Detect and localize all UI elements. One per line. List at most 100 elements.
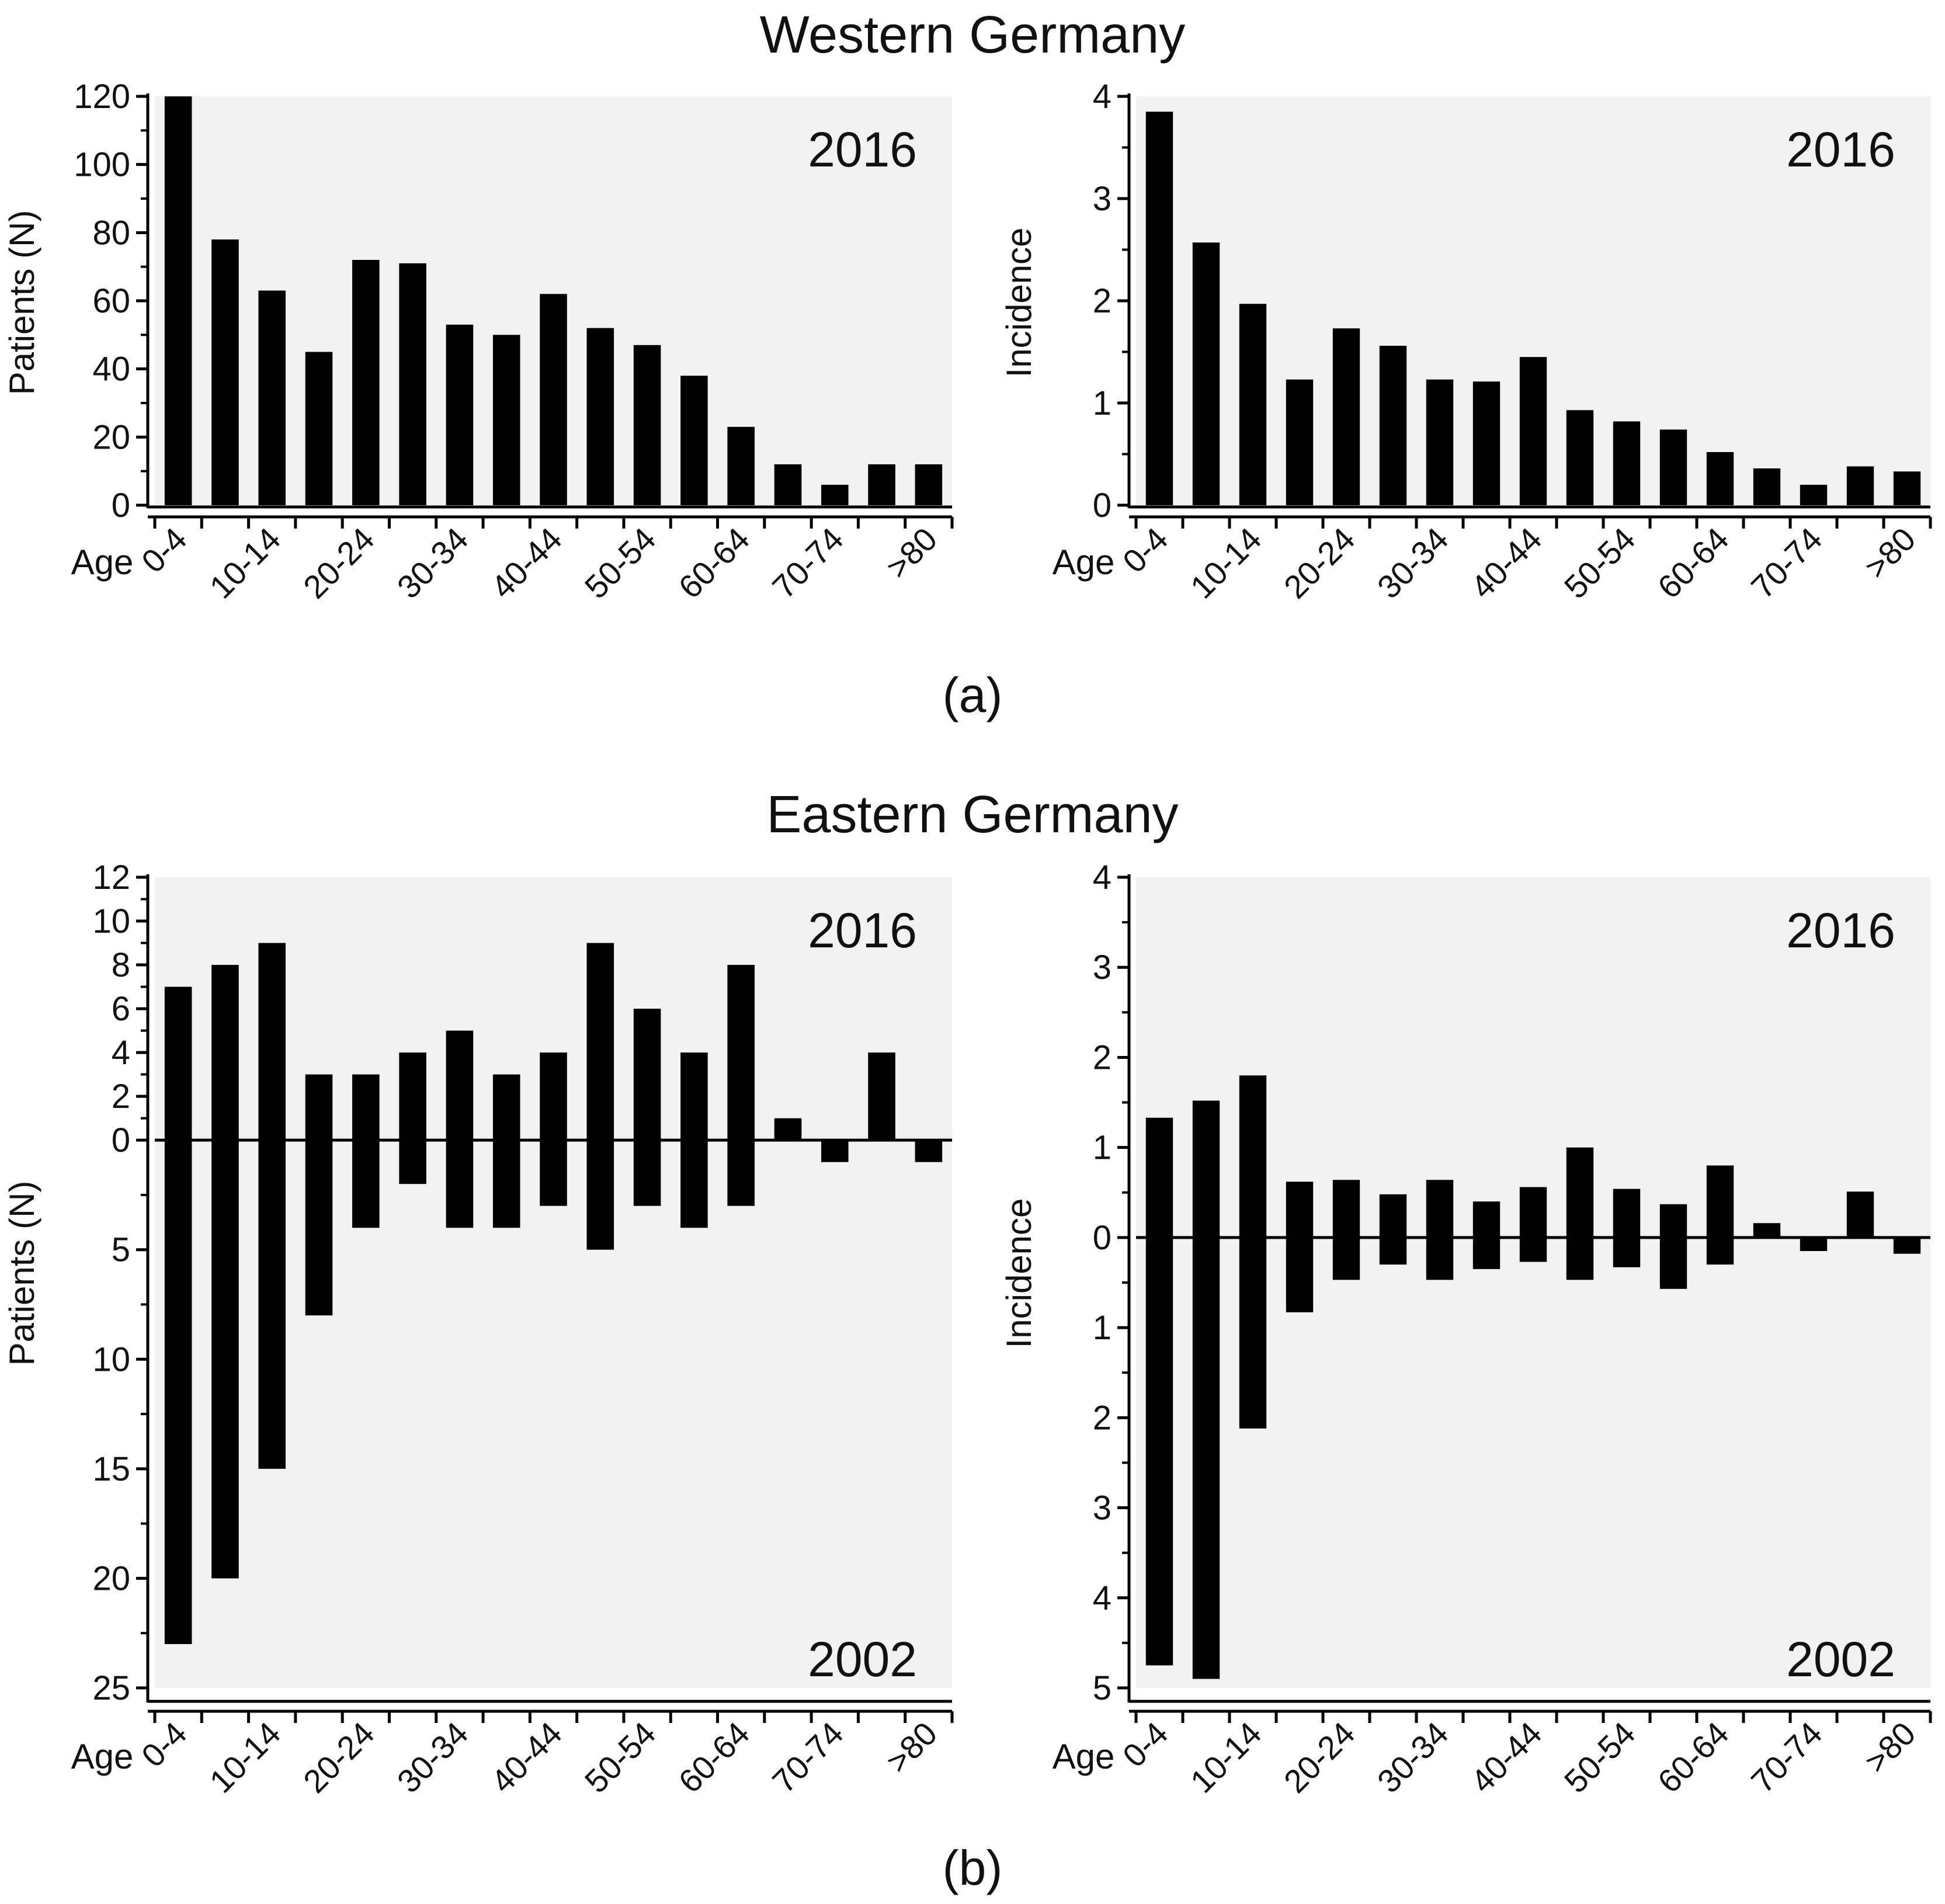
x-axis-label: Age: [71, 543, 134, 582]
bar-2002-25-29: [399, 1140, 426, 1184]
bar-2016-75-79: [1846, 466, 1874, 505]
bar-2016-5-9: [211, 239, 239, 505]
x-tick-label: 50-54: [1557, 1715, 1642, 1800]
bar-2016-55-59: [1659, 1204, 1687, 1238]
bar-2016-60-64: [1706, 452, 1734, 505]
year-label-bottom: 2002: [1786, 1632, 1895, 1687]
x-tick-label: 70-74: [765, 520, 850, 606]
bar-2002-40-44: [1519, 1237, 1547, 1262]
bar-2002-50-54: [1613, 1237, 1641, 1267]
y-tick-label: 3: [1093, 180, 1112, 218]
bar-2016-10-14: [258, 943, 286, 1141]
x-tick-label: 40-44: [1464, 1715, 1549, 1800]
bar-2016-60-64: [727, 965, 755, 1141]
y-tick-label: 120: [74, 78, 130, 116]
year-label-top: 2016: [808, 122, 917, 177]
chart-west-incidence: 0 1 2 3 4 0-4 10-14 20-24 30-34 40-44 50-54 60-64 70…: [999, 78, 1932, 606]
y-tick-label: 25: [92, 1669, 130, 1707]
bar-2016-55-59: [680, 1052, 708, 1141]
x-tick-label: 10-14: [202, 1715, 287, 1800]
x-tick-label: 50-54: [578, 1715, 663, 1800]
x-tick-label: 70-74: [1744, 520, 1829, 606]
bar-2016-5-9: [1192, 1100, 1220, 1238]
bar-2016-45-49: [1566, 1147, 1594, 1238]
x-tick-label: 60-64: [1651, 1715, 1736, 1800]
bar-2002-20-24: [1332, 1237, 1360, 1280]
y-tick-label: 0: [112, 487, 130, 524]
bar-2016-0-4: [164, 986, 192, 1141]
bar-2016-45-49: [586, 943, 614, 1141]
chart-west-patients: 0 20 40 60 80 100 120 0-4 10-14 20-24 30-34 40-44 50…: [2, 78, 954, 606]
year-label-top: 2016: [1786, 903, 1895, 958]
bar-2002->80: [915, 1140, 943, 1162]
y-tick-label: 5: [1093, 1669, 1112, 1707]
x-tick-label: >80: [1857, 520, 1923, 586]
y-tick-label: 4: [1093, 78, 1112, 116]
x-tick-label: 60-64: [671, 1715, 756, 1800]
bar-2016-45-49: [586, 328, 614, 505]
bar-2016-20-24: [352, 260, 380, 505]
bar-2016-10-14: [1239, 1075, 1267, 1238]
bar-2002-60-64: [1706, 1237, 1734, 1265]
bar-2016-75-79: [1846, 1191, 1874, 1238]
bar-2016-70-74: [1800, 485, 1828, 505]
bar-2016-35-39: [492, 1074, 520, 1141]
bar-2016-75-79: [868, 464, 895, 505]
bar-2002-50-54: [633, 1140, 661, 1206]
bar-2016-30-34: [1426, 1180, 1454, 1238]
bar-2016-65-69: [774, 1118, 802, 1141]
year-label-bottom: 2002: [808, 1632, 917, 1687]
bar-2016->80: [1893, 471, 1921, 505]
y-tick-label: 10: [92, 1340, 130, 1378]
bar-2016-50-54: [1613, 1189, 1641, 1238]
bar-2016-40-44: [540, 294, 567, 505]
bar-2016-40-44: [540, 1052, 567, 1141]
bar-2016-50-54: [1613, 421, 1641, 505]
bar-2002-25-29: [1379, 1237, 1407, 1265]
bar-2002->80: [1893, 1237, 1921, 1254]
x-tick-label: 70-74: [1744, 1715, 1829, 1800]
bar-2002-15-19: [1286, 1237, 1314, 1312]
y-tick-label: 4: [112, 1034, 130, 1072]
x-tick-label: 0-4: [134, 1715, 194, 1774]
y-tick-label: 0: [1093, 487, 1112, 524]
y-tick-label: 40: [92, 350, 130, 388]
bar-2016-30-34: [446, 324, 474, 505]
bar-2016-15-19: [1286, 379, 1314, 505]
bar-2002-40-44: [540, 1140, 567, 1206]
bar-2016-65-69: [1753, 468, 1781, 505]
bar-2016-5-9: [211, 965, 239, 1141]
bar-2016-35-39: [1472, 381, 1501, 505]
y-tick-label: 20: [92, 418, 130, 456]
bar-2016-20-24: [1332, 328, 1360, 505]
bar-2002-55-59: [1659, 1237, 1687, 1289]
bar-2002-5-9: [1192, 1237, 1220, 1679]
y-tick-label: 80: [92, 214, 130, 252]
y-tick-label: 1: [1093, 1309, 1112, 1347]
bar-2016-15-19: [1286, 1182, 1314, 1238]
y-axis-label: Incidence: [999, 228, 1039, 378]
bar-2002-60-64: [727, 1140, 755, 1206]
bar-2002-10-14: [1239, 1237, 1267, 1429]
x-tick-label: 0-4: [1116, 1715, 1175, 1774]
y-tick-label: 1: [1093, 1129, 1112, 1167]
bar-2016-15-19: [305, 1074, 333, 1141]
bar-2016-40-44: [1519, 1187, 1547, 1238]
x-tick-label: >80: [1857, 1715, 1923, 1780]
x-tick-label: 10-14: [1183, 520, 1269, 606]
panel-label-b: (b): [942, 1840, 1003, 1895]
x-tick-label: 40-44: [1464, 520, 1549, 606]
y-tick-label: 100: [74, 146, 130, 184]
x-tick-label: 20-24: [296, 520, 381, 606]
bar-2016-50-54: [633, 1009, 661, 1141]
bar-2002-10-14: [258, 1140, 286, 1469]
x-tick-label: 0-4: [1116, 520, 1175, 580]
x-axis-label: Age: [1053, 1737, 1115, 1776]
x-tick-label: 20-24: [296, 1715, 381, 1800]
y-tick-label: 2: [112, 1078, 130, 1116]
bar-2002-55-59: [680, 1140, 708, 1228]
bar-2016-50-54: [633, 345, 661, 505]
x-tick-label: 20-24: [1277, 520, 1362, 606]
year-label-top: 2016: [1786, 122, 1895, 177]
y-tick-label: 2: [1093, 1038, 1112, 1076]
